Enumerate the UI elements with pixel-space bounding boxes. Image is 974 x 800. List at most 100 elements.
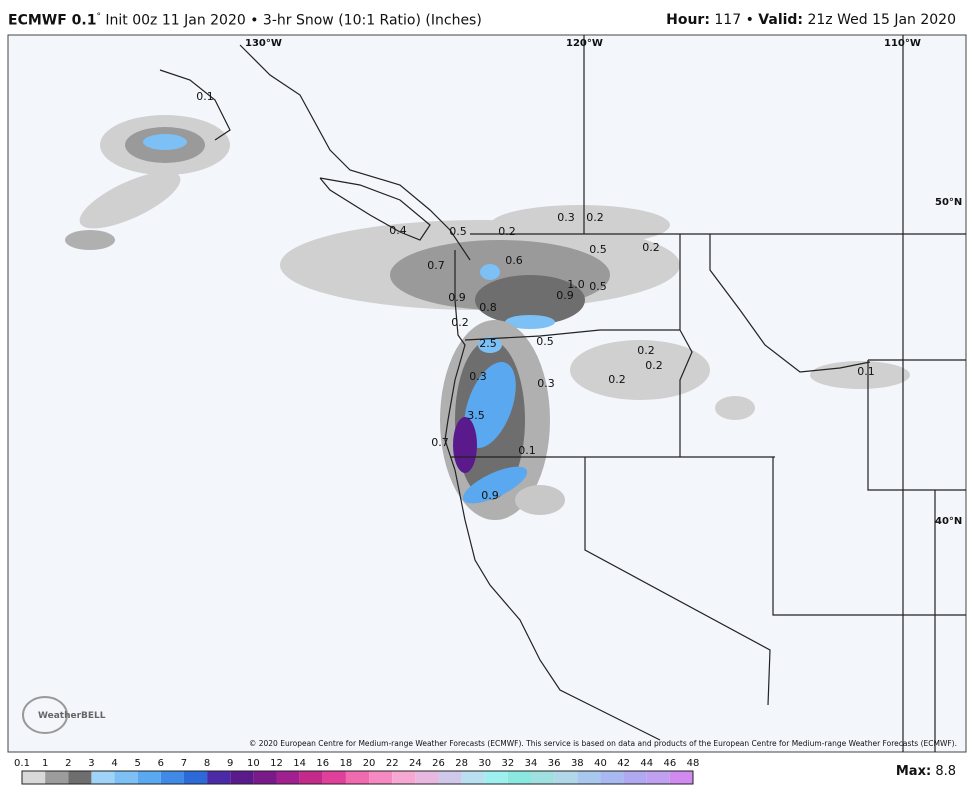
logo-mark — [22, 696, 68, 734]
longitude-label: 120°W — [566, 38, 603, 49]
colorbar-tick-label: 4 — [111, 758, 117, 769]
map-label: 0.2 — [608, 373, 626, 386]
colorbar-tick-label: 44 — [640, 758, 653, 769]
map-label: 0.2 — [645, 359, 663, 372]
colorbar-tick-label: 16 — [316, 758, 329, 769]
valid: 21z Wed 15 Jan 2020 — [807, 12, 956, 28]
colorbar-tick-label: 42 — [617, 758, 630, 769]
longitude-label: 110°W — [884, 38, 921, 49]
longitude-label: 130°W — [245, 38, 282, 49]
map-label: 0.5 — [589, 280, 607, 293]
colorbar-swatch — [45, 771, 69, 784]
colorbar-swatch — [299, 771, 323, 784]
colorbar-swatch — [669, 771, 693, 784]
map-label: 0.2 — [637, 344, 655, 357]
colorbar-tick-label: 26 — [432, 758, 445, 769]
map-label: 0.2 — [586, 211, 604, 224]
colorbar-tick-label: 28 — [455, 758, 468, 769]
colorbar: 0.1 1 2 3 4 5 6 7 8 9 10 12 14 16 18 20 22 24 26 28 30 32 34 36… — [14, 758, 700, 785]
colorbar-swatch — [322, 771, 346, 784]
colorbar-swatch — [438, 771, 462, 784]
description: Init 00z 11 Jan 2020 • 3-hr Snow (10:1 R… — [105, 12, 482, 29]
colorbar-swatch — [253, 771, 277, 784]
colorbar-tick-label: 0.1 — [14, 758, 30, 769]
colorbar-swatch — [230, 771, 254, 784]
separator: • — [745, 12, 754, 28]
latitude-label: 40°N — [935, 516, 962, 527]
colorbar-swatch — [68, 771, 92, 784]
valid-label: Valid: — [758, 12, 804, 28]
colorbar-tick-label: 8 — [204, 758, 210, 769]
map-label: 0.7 — [427, 259, 445, 272]
colorbar-tick-label: 12 — [270, 758, 283, 769]
map-label: 0.3 — [469, 370, 487, 383]
header-left: ECMWF 0.1° Init 00z 11 Jan 2020 • 3-hr S… — [8, 12, 482, 29]
logo: WeatherBELL — [38, 711, 106, 721]
colorbar-tick-label: 30 — [478, 758, 491, 769]
map-label: 0.7 — [431, 436, 449, 449]
colorbar-tick-label: 20 — [363, 758, 376, 769]
colorbar-tick-label: 48 — [687, 758, 700, 769]
latitude-label: 50°N — [935, 197, 962, 208]
model-mark: ° — [96, 12, 101, 22]
boundaries — [159, 35, 966, 752]
map-label: 0.5 — [536, 335, 554, 348]
colorbar-tick-label: 46 — [663, 758, 676, 769]
map-label: 2.5 — [479, 337, 497, 350]
max-value: 8.8 — [935, 764, 956, 779]
map-label: 0.1 — [196, 90, 214, 103]
colorbar-swatch — [531, 771, 555, 784]
colorbar-swatch — [623, 771, 647, 784]
colorbar-swatch — [484, 771, 508, 784]
snow-areas — [65, 115, 910, 520]
model: ECMWF 0.1 — [8, 12, 97, 29]
colorbar-tick-label: 10 — [247, 758, 260, 769]
map-label: 0.1 — [518, 444, 536, 457]
colorbar-tick-label: 38 — [571, 758, 584, 769]
colorbar-tick-label: 40 — [594, 758, 607, 769]
colorbar-tick-label: 18 — [340, 758, 353, 769]
max-label: Max: — [895, 764, 932, 779]
colorbar-swatch — [415, 771, 439, 784]
colorbar-tick-label: 5 — [135, 758, 141, 769]
colorbar-tick-label: 1 — [42, 758, 48, 769]
map-label: 0.5 — [449, 225, 467, 238]
hour-label: Hour: — [666, 12, 710, 28]
max: Max: 8.8 — [896, 764, 956, 779]
colorbar-tick-label: 7 — [181, 758, 187, 769]
colorbar-swatch — [22, 771, 46, 784]
colorbar-swatch — [554, 771, 578, 784]
map-label: 1.0 — [567, 278, 585, 291]
map-label: 0.9 — [481, 489, 499, 502]
colorbar-swatch — [91, 771, 115, 784]
colorbar-swatch — [461, 771, 485, 784]
map-label: 0.2 — [642, 241, 660, 254]
colorbar-tick-label: 24 — [409, 758, 422, 769]
colorbar-swatch — [646, 771, 670, 784]
colorbar-tick-label: 6 — [158, 758, 164, 769]
map-label: 0.2 — [498, 225, 516, 238]
hour: 117 — [714, 12, 742, 28]
colorbar-tick-label: 36 — [548, 758, 561, 769]
map-label: 0.3 — [537, 377, 555, 390]
map-label: 0.4 — [389, 224, 407, 237]
colorbar-tick-label: 9 — [227, 758, 233, 769]
colorbar-swatch — [137, 771, 161, 784]
colorbar-swatch — [507, 771, 532, 784]
colorbar-tick-label: 2 — [65, 758, 71, 769]
map-label: 3.5 — [467, 409, 485, 422]
colorbar-swatch — [369, 771, 393, 784]
colorbar-tick-label: 14 — [293, 758, 306, 769]
colorbar-tick-label: 3 — [88, 758, 94, 769]
map-label: 0.1 — [857, 365, 875, 378]
map-label: 0.9 — [448, 291, 466, 304]
map-label: 0.2 — [451, 316, 469, 329]
colorbar-tick-label: 34 — [525, 758, 538, 769]
colorbar-swatch — [600, 771, 624, 784]
colorbar-swatch — [392, 771, 416, 784]
colorbar-swatch — [207, 771, 231, 784]
colorbar-swatch — [276, 771, 300, 784]
copyright: © 2020 European Centre for Medium-range … — [249, 739, 957, 748]
